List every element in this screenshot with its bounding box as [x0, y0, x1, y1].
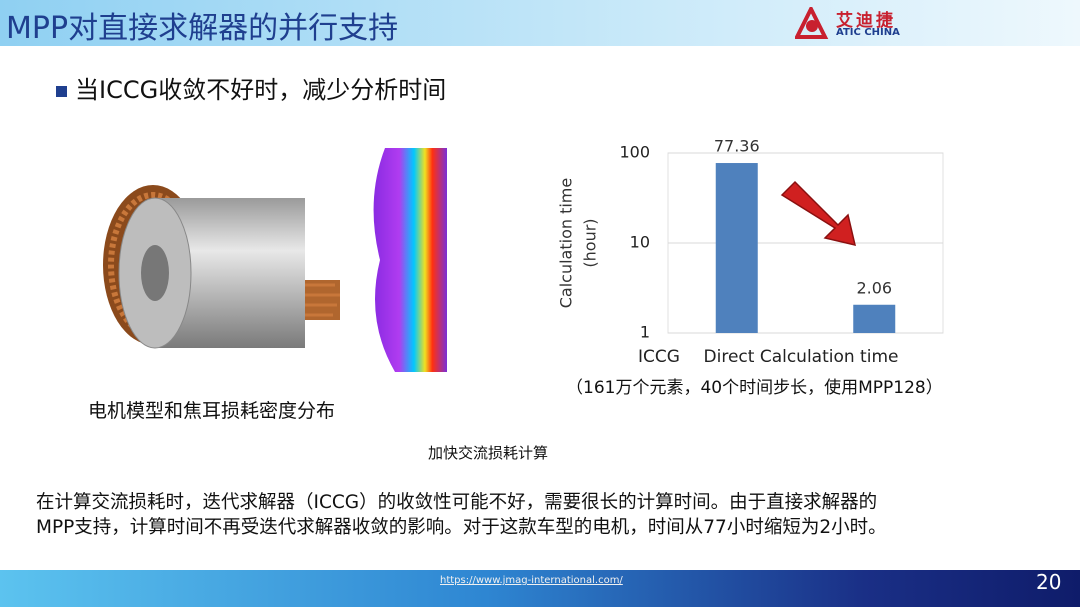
bullet-point: 当ICCG收敛不好时，减少分析时间	[56, 70, 446, 105]
x-tick-label: Direct Calculation time	[704, 347, 899, 367]
motor-illustration	[103, 148, 447, 372]
data-label: 2.06	[856, 278, 892, 297]
loss-density-map	[373, 148, 447, 372]
body-line: 在计算交流损耗时，迭代求解器（ICCG）的收敛性可能不好，需要很长的计算时间。由…	[36, 492, 878, 513]
footer-bar	[0, 570, 1080, 607]
y-axis-label: Calculation time	[557, 178, 576, 309]
url-link[interactable]: https://www.jmag-international.com/	[440, 575, 623, 586]
x-tick-label: ICCG	[638, 347, 680, 367]
logo-subtext: ATIC CHINA	[836, 27, 900, 38]
header-bar	[0, 0, 1080, 46]
y-tick-label: 10	[630, 233, 650, 252]
y-axis-label: (hour)	[581, 218, 600, 267]
logo-mark	[795, 7, 829, 39]
chart-caption: 加快交流损耗计算	[428, 444, 549, 462]
chart-note: （161万个元素，40个时间步长，使用MPP128）	[566, 378, 943, 398]
logo-text: 艾迪捷	[836, 11, 896, 31]
y-tick-label: 100	[619, 143, 650, 162]
body-text: 在计算交流损耗时，迭代求解器（ICCG）的收敛性可能不好，需要很长的计算时间。由…	[36, 490, 887, 540]
bar	[715, 163, 758, 333]
trend-arrow	[780, 180, 857, 247]
rotor-hole	[141, 245, 169, 301]
chart: Calculation time (hour) 1 10 100 ICCG 77.36 D…	[557, 137, 944, 367]
slide-title: MPP对直接求解器的并行支持	[6, 11, 399, 46]
bar	[853, 304, 896, 333]
y-tick-label: 1	[640, 323, 650, 342]
image-caption: 电机模型和焦耳损耗密度分布	[88, 400, 336, 422]
page-number: 20	[1036, 570, 1062, 594]
data-label: 77.36	[714, 137, 760, 156]
footer-url[interactable]: https://www.jmag-international.com/	[440, 575, 623, 586]
body-line: MPP支持，计算时间不再受迭代求解器收敛的影响。对于这款车型的电机，时间从77小…	[36, 517, 887, 538]
